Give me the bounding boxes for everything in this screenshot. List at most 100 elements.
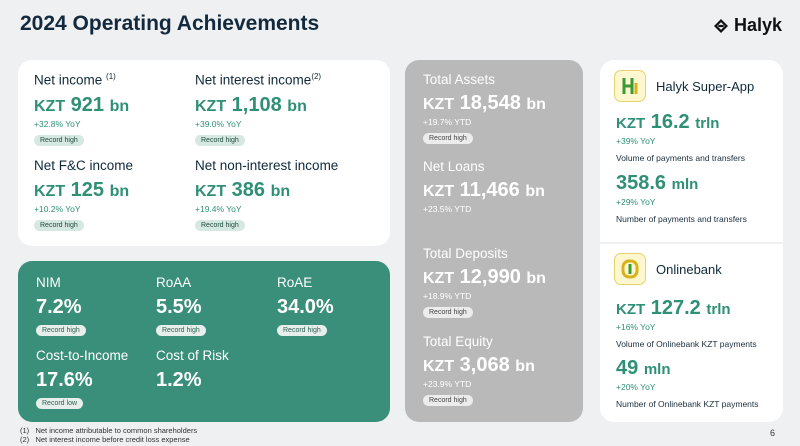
record-badge: Record high bbox=[423, 307, 473, 318]
unit: bn bbox=[287, 97, 307, 115]
cost-of-risk-value: 1.2% bbox=[156, 369, 202, 391]
net-fc-income-change: +10.2% YoY bbox=[34, 204, 81, 214]
record-badge: Record high bbox=[423, 395, 473, 406]
ratios-card: NIM 7.2% Record high RoAA 5.5% Record hi… bbox=[18, 261, 390, 422]
cost-of-risk-block: Cost of Risk 1.2% bbox=[156, 348, 229, 392]
page-title: 2024 Operating Achievements bbox=[20, 12, 320, 35]
total-equity-change: +23.9% YTD bbox=[423, 379, 472, 389]
onlinebank-name: Onlinebank bbox=[656, 261, 722, 277]
onlinebank-volume-block: KZT 127.2 trln +16% YoY Volume of Online… bbox=[616, 297, 757, 349]
unit: mln bbox=[671, 176, 699, 193]
total-deposits-label: Total Deposits bbox=[423, 246, 508, 261]
net-interest-income-label: Net interest income bbox=[195, 72, 312, 88]
digital-card: Halyk Super-App KZT 16.2 trln +39% YoY V… bbox=[600, 60, 783, 422]
onlinebank-count-value: 49 bbox=[616, 357, 639, 379]
halyk-logo-icon bbox=[714, 18, 728, 33]
net-non-interest-income-value: 386 bbox=[231, 179, 266, 201]
net-non-interest-income-block: Net non-interest income KZT 386 bn +19.4… bbox=[195, 158, 338, 232]
superapp-volume-value: 16.2 bbox=[650, 111, 690, 133]
footnote-ref: (2) bbox=[311, 72, 322, 81]
superapp-name: Halyk Super-App bbox=[656, 78, 755, 94]
income-card: Net income (1) KZT 921 bn +32.8% YoY Rec… bbox=[18, 60, 390, 246]
record-badge: Record high bbox=[36, 325, 86, 336]
footnote-1-number: (1) bbox=[20, 426, 30, 435]
unit: bn bbox=[109, 183, 130, 200]
total-equity-label: Total Equity bbox=[423, 334, 493, 349]
superapp-count-value: 358.6 bbox=[616, 172, 667, 194]
footnote-2-number: (2) bbox=[20, 435, 30, 444]
footnote-ref: (1) bbox=[106, 72, 116, 81]
record-badge: Record high bbox=[34, 220, 84, 231]
onlinebank-icon bbox=[614, 253, 646, 285]
roaa-value: 5.5% bbox=[156, 296, 202, 318]
superapp-count-desc: Number of payments and transfers bbox=[616, 214, 747, 224]
record-badge: Record low bbox=[36, 398, 84, 409]
unit: bn bbox=[270, 183, 291, 200]
page-number: 6 bbox=[770, 428, 776, 438]
unit: bn bbox=[526, 270, 546, 287]
cost-to-income-label: Cost-to-Income bbox=[36, 348, 129, 363]
currency: KZT bbox=[423, 96, 455, 113]
total-deposits-block: Total Deposits KZT 12,990 bn +18.9% YTD … bbox=[423, 246, 546, 319]
record-badge: Record high bbox=[34, 134, 84, 146]
cost-to-income-block: Cost-to-Income 17.6% Record low bbox=[36, 348, 128, 410]
unit: mln bbox=[643, 361, 671, 378]
superapp-volume-desc: Volume of payments and transfers bbox=[616, 153, 745, 163]
net-fc-income-value: 125 bbox=[70, 179, 105, 201]
divider bbox=[600, 242, 783, 244]
net-loans-change: +23.5% YTD bbox=[423, 204, 472, 214]
net-interest-income-value: 1,108 bbox=[231, 93, 282, 116]
net-loans-block: Net Loans KZT 11,466 bn +23.5% YTD bbox=[423, 159, 545, 214]
total-equity-block: Total Equity KZT 3,068 bn +23.9% YTD Rec… bbox=[423, 334, 535, 407]
total-assets-value: 18,548 bbox=[459, 92, 521, 114]
currency: KZT bbox=[195, 183, 227, 200]
net-fc-income-block: Net F&C income KZT 125 bn +10.2% YoY Rec… bbox=[34, 158, 133, 232]
superapp-volume-block: KZT 16.2 trln +39% YoY Volume of payment… bbox=[616, 111, 745, 163]
brand-logo: Halyk bbox=[712, 15, 782, 36]
currency: KZT bbox=[423, 183, 455, 200]
net-fc-income-label: Net F&C income bbox=[34, 158, 134, 173]
onlinebank-volume-value: 127.2 bbox=[650, 297, 701, 319]
superapp-volume-change: +39% YoY bbox=[616, 136, 656, 146]
record-badge: Record high bbox=[156, 325, 206, 336]
net-non-interest-income-change: +19.4% YoY bbox=[195, 204, 242, 214]
total-deposits-change: +18.9% YTD bbox=[423, 291, 472, 301]
footnote-1: (1) Net income attributable to common sh… bbox=[20, 426, 197, 435]
footnote-1-text: Net income attributable to common shareh… bbox=[35, 426, 198, 435]
unit: bn bbox=[109, 97, 130, 115]
unit: bn bbox=[525, 183, 545, 200]
halyk-superapp-icon bbox=[614, 70, 646, 102]
superapp-count-block: 358.6 mln +29% YoY Number of payments an… bbox=[616, 172, 747, 224]
net-non-interest-income-label: Net non-interest income bbox=[195, 158, 339, 173]
record-badge: Record high bbox=[195, 134, 245, 146]
net-loans-label: Net Loans bbox=[423, 159, 485, 174]
roaa-label: RoAA bbox=[156, 275, 192, 290]
net-loans-value: 11,466 bbox=[459, 179, 520, 201]
net-interest-income-change: +39.0% YoY bbox=[195, 118, 242, 129]
onlinebank-count-desc: Number of Onlinebank KZT payments bbox=[616, 399, 759, 409]
currency: KZT bbox=[34, 97, 66, 115]
onlinebank-count-change: +20% YoY bbox=[616, 382, 656, 392]
onlinebank-header: Onlinebank bbox=[614, 253, 722, 285]
currency: KZT bbox=[34, 183, 66, 200]
record-badge: Record high bbox=[195, 220, 245, 231]
nim-label: NIM bbox=[36, 275, 61, 290]
roae-label: RoAE bbox=[277, 275, 313, 290]
currency: KZT bbox=[616, 115, 646, 132]
unit: trln bbox=[706, 301, 731, 318]
logo-text: Halyk bbox=[734, 15, 783, 35]
roaa-block: RoAA 5.5% Record high bbox=[156, 275, 206, 337]
unit: trln bbox=[695, 115, 720, 132]
record-badge: Record high bbox=[277, 325, 327, 336]
net-income-value: 921 bbox=[70, 93, 105, 116]
nim-value: 7.2% bbox=[36, 296, 82, 318]
cost-of-risk-label: Cost of Risk bbox=[156, 348, 229, 363]
unit: bn bbox=[515, 358, 535, 375]
balance-card: Total Assets KZT 18,548 bn +19.7% YTD Re… bbox=[405, 60, 583, 422]
total-assets-change: +19.7% YTD bbox=[423, 117, 472, 127]
superapp-header: Halyk Super-App bbox=[614, 70, 754, 102]
currency: KZT bbox=[423, 270, 455, 287]
superapp-count-change: +29% YoY bbox=[616, 197, 656, 207]
net-income-change: +32.8% YoY bbox=[34, 118, 81, 129]
footnote-2-text: Net interest income before credit loss e… bbox=[35, 435, 190, 444]
